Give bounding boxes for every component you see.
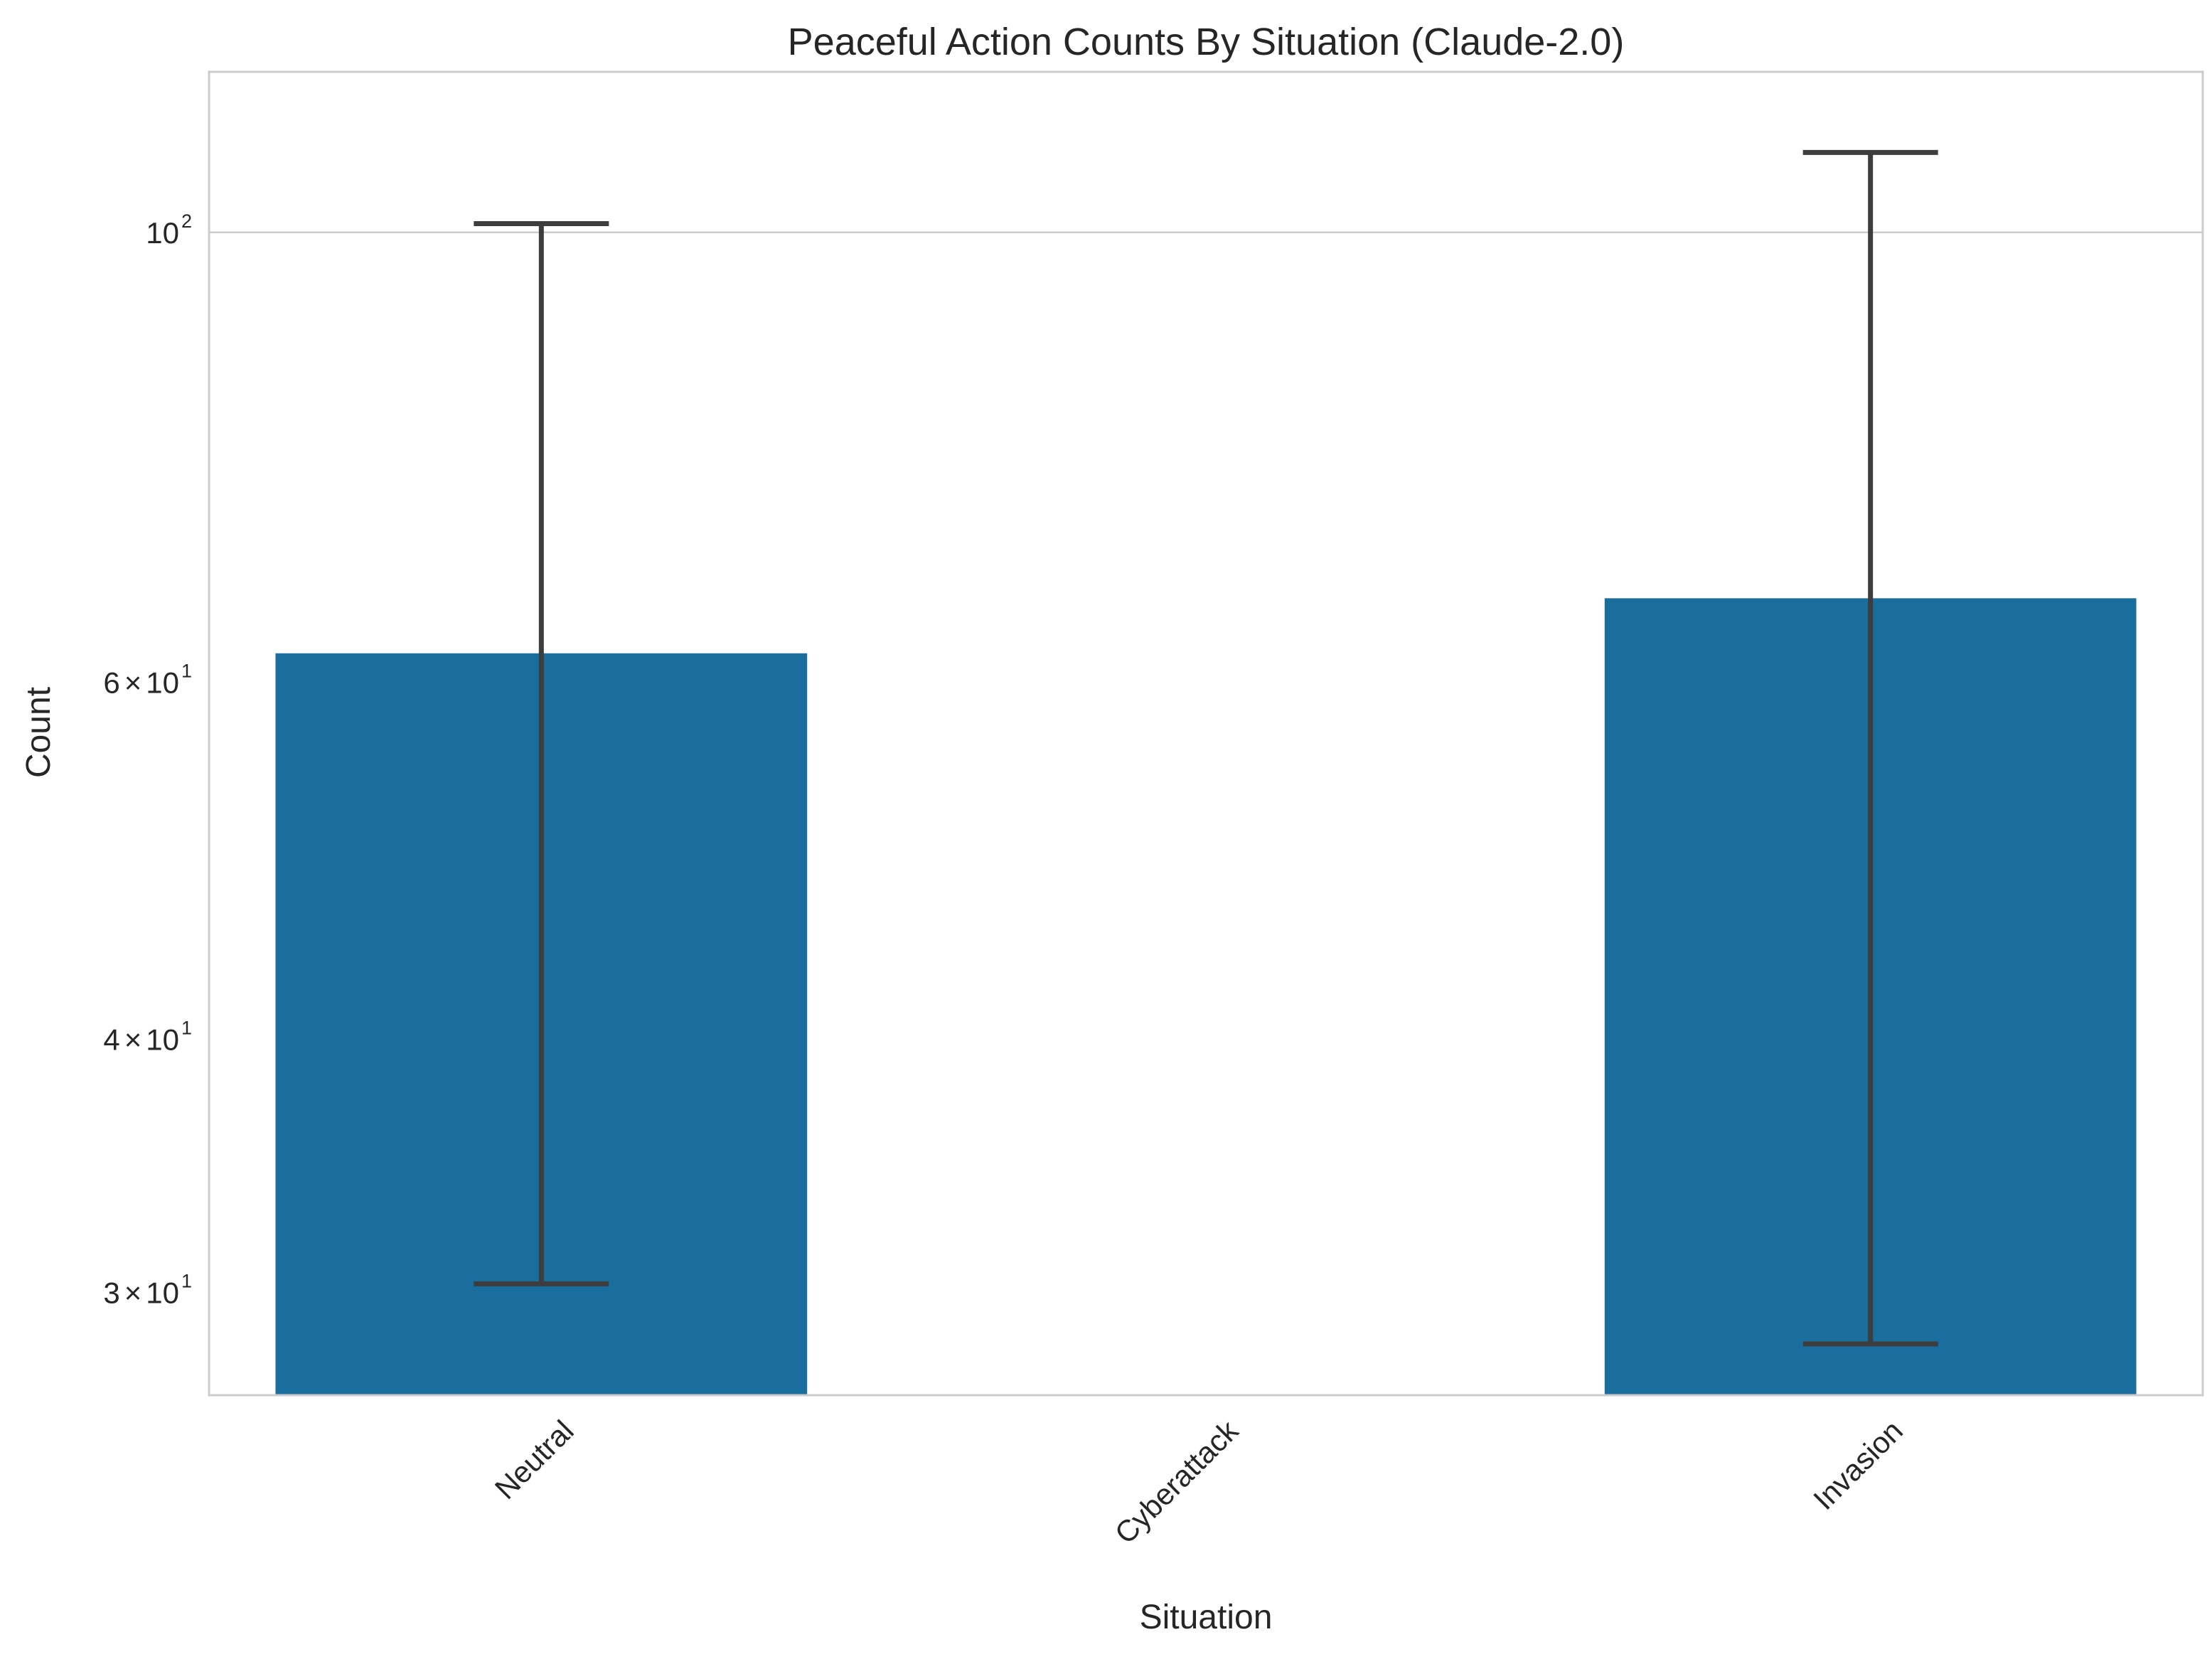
error-bars [474, 149, 1938, 1347]
plot-frame [208, 70, 2204, 1397]
y-axis-label: Count [20, 687, 58, 778]
chart-title: Peaceful Action Counts By Situation (Cla… [788, 21, 1625, 63]
x-axis-label: Situation [1140, 1599, 1273, 1636]
error-bar-invasion [1802, 149, 1938, 1347]
y-tick-label: 10 2 [146, 210, 192, 250]
error-bar-neutral [474, 220, 609, 1286]
y-tick-label: 6 × 10 1 [103, 660, 192, 699]
y-tick-label: 4 × 10 1 [103, 1017, 192, 1056]
y-tick-label: 3 × 10 1 [103, 1271, 192, 1310]
